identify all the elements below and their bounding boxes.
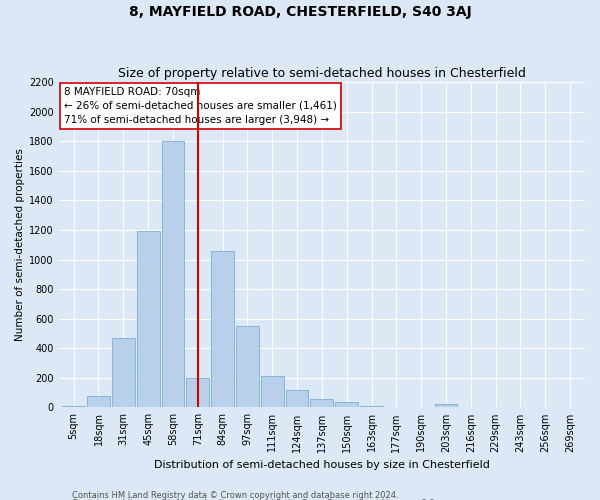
X-axis label: Distribution of semi-detached houses by size in Chesterfield: Distribution of semi-detached houses by …	[154, 460, 490, 470]
Bar	[211, 250, 234, 408]
Text: Contains HM Land Registry data © Crown copyright and database right 2024.: Contains HM Land Registry data © Crown c…	[72, 490, 398, 500]
Y-axis label: Number of semi-detached properties: Number of semi-detached properties	[15, 148, 25, 341]
Bar	[310, 400, 334, 407]
Bar	[236, 326, 259, 407]
Bar	[187, 378, 209, 408]
Bar	[112, 338, 135, 407]
Bar	[434, 404, 457, 407]
Text: 8, MAYFIELD ROAD, CHESTERFIELD, S40 3AJ: 8, MAYFIELD ROAD, CHESTERFIELD, S40 3AJ	[128, 5, 472, 19]
Bar	[286, 390, 308, 407]
Bar	[335, 402, 358, 407]
Bar	[87, 396, 110, 407]
Bar	[137, 232, 160, 408]
Bar	[161, 141, 184, 407]
Text: Contains public sector information licensed under the Open Government Licence v3: Contains public sector information licen…	[72, 499, 437, 500]
Bar	[261, 376, 284, 408]
Title: Size of property relative to semi-detached houses in Chesterfield: Size of property relative to semi-detach…	[118, 66, 526, 80]
Bar	[62, 406, 85, 407]
Text: 8 MAYFIELD ROAD: 70sqm
← 26% of semi-detached houses are smaller (1,461)
71% of : 8 MAYFIELD ROAD: 70sqm ← 26% of semi-det…	[64, 87, 337, 125]
Bar	[360, 406, 383, 407]
